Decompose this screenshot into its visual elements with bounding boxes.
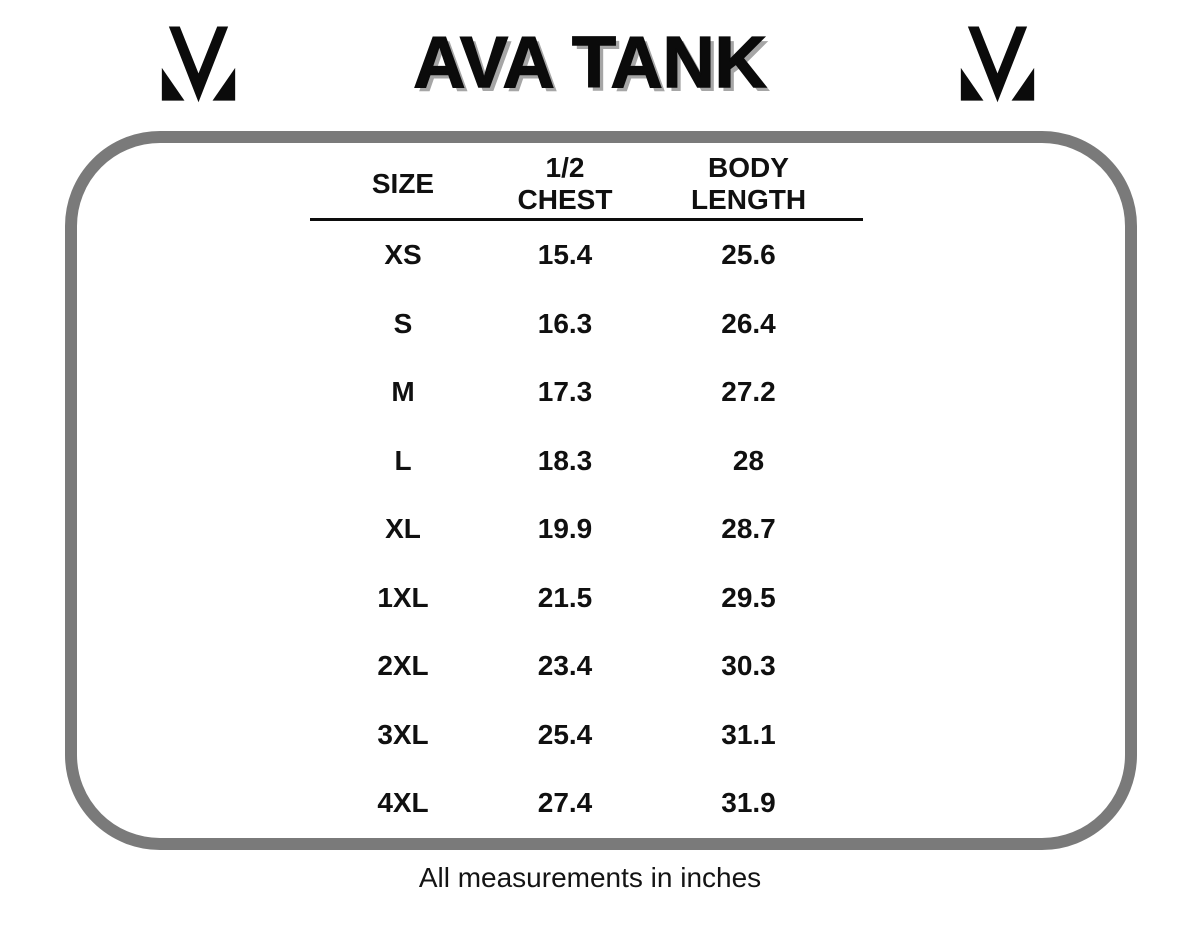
- half-chest-value: 15.4: [537, 239, 593, 271]
- body-length-value: 30.3: [721, 650, 776, 682]
- size-label: L: [394, 444, 412, 476]
- column-header-body-length-label: BODY LENGTH: [690, 151, 807, 215]
- measurements-footnote: All measurements in inches: [418, 862, 762, 893]
- size-chart-header-row: SIZE 1/2 CHEST BODY LENGTH: [310, 150, 863, 218]
- half-chest-value: 18.3: [537, 444, 593, 476]
- brand-logo-right: [958, 25, 1037, 103]
- size-label: XS: [384, 239, 422, 271]
- size-label: S: [393, 307, 413, 339]
- body-length-value: 26.4: [721, 307, 776, 339]
- column-header-size: SIZE: [371, 167, 435, 199]
- half-chest-value: 21.5: [537, 581, 593, 613]
- size-label: 4XL: [377, 787, 429, 819]
- body-length-value: 31.9: [721, 787, 776, 819]
- half-chest-value: 23.4: [537, 650, 593, 682]
- header-rule: [310, 218, 863, 221]
- mv-monogram-icon: [161, 26, 236, 103]
- size-label: 1XL: [377, 581, 429, 613]
- size-label: M: [391, 376, 415, 408]
- body-length-value: 29.5: [721, 581, 776, 613]
- size-label: XL: [385, 513, 421, 545]
- column-header-body-length: BODY LENGTH: [634, 152, 863, 217]
- body-length-value: 25.6: [721, 239, 776, 271]
- size-label: 2XL: [377, 650, 429, 682]
- body-length-value: 28.7: [721, 513, 776, 545]
- brand-logo-left: [159, 25, 238, 103]
- size-chart: SIZE 1/2 CHEST BODY LENGTH XS 15.4 25.6 …: [310, 150, 863, 838]
- half-chest-value: 17.3: [537, 376, 593, 408]
- body-length-value: 27.2: [721, 376, 776, 408]
- size-chart-body: XS 15.4 25.6 S 16.3 26.4 M 17.3 27.2 L 1…: [310, 221, 863, 838]
- column-header-half-chest: 1/2 CHEST: [517, 151, 613, 215]
- page-title: AVA TANK: [413, 23, 768, 103]
- size-chart-frame: [65, 131, 1137, 850]
- half-chest-value: 19.9: [537, 513, 593, 545]
- body-length-value: 28: [732, 444, 765, 476]
- mv-monogram-icon: [960, 26, 1035, 103]
- half-chest-value: 27.4: [537, 787, 593, 819]
- half-chest-value: 16.3: [537, 307, 593, 339]
- body-length-value: 31.1: [721, 718, 776, 750]
- half-chest-value: 25.4: [537, 718, 593, 750]
- size-label: 3XL: [377, 718, 429, 750]
